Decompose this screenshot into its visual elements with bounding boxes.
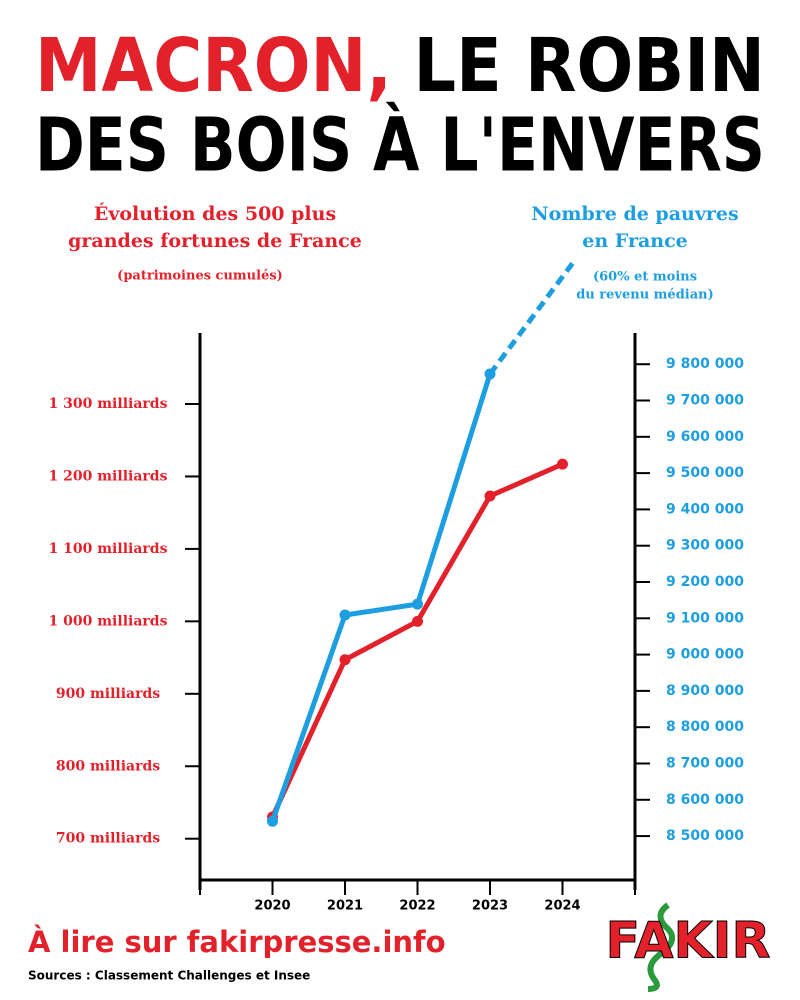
- point: [484, 490, 496, 502]
- x-tick-label: 2021: [327, 899, 363, 914]
- y-tick-label: 900 milliards: [56, 686, 160, 702]
- series-line: [270, 373, 493, 823]
- title-red: MACRON,: [35, 23, 392, 109]
- title-line: MACRON, LE ROBIN: [35, 23, 765, 109]
- y2-tick-label: 9 400 000: [666, 501, 744, 517]
- right-label: en France: [582, 230, 687, 252]
- y2-tick-label: 9 100 000: [666, 610, 744, 626]
- y-tick-label: 1 000 milliards: [49, 613, 168, 629]
- y2-tick-label: 9 000 000: [666, 647, 744, 663]
- x-tick-label: 2022: [399, 899, 435, 914]
- footer: À lire sur fakirpresse.info: [28, 925, 446, 959]
- y-tick-label: 1 300 milliards: [49, 396, 168, 412]
- y2-tick-label: 8 700 000: [666, 755, 744, 771]
- left-label: grandes fortunes de France: [68, 230, 362, 252]
- point: [339, 609, 351, 621]
- point: [267, 815, 278, 827]
- y2-tick-label: 9 500 000: [666, 465, 744, 481]
- y2-tick-label: 9 700 000: [666, 393, 744, 409]
- left-label: Évolution des 500 plus: [94, 202, 336, 225]
- right-note: (60% et moins: [593, 270, 697, 285]
- y2-tick-label: 9 800 000: [666, 356, 744, 372]
- projection: [487, 258, 578, 376]
- x-tick-label: 2023: [472, 899, 508, 914]
- y2-tick-label: 9 300 000: [666, 538, 744, 554]
- sources: Sources : Classement Challenges et Insee: [28, 969, 310, 983]
- series-line: [270, 461, 564, 819]
- logo: FAKIR: [606, 912, 771, 970]
- point: [412, 615, 423, 627]
- y2-tick-label: 8 600 000: [666, 792, 744, 808]
- y2-tick-label: 8 800 000: [666, 719, 744, 735]
- point: [557, 458, 568, 470]
- right-label: Nombre de pauvres: [531, 203, 738, 225]
- x-tick-label: 2020: [254, 899, 290, 914]
- right-note: du revenu médian): [576, 288, 714, 303]
- y-tick-label: 1 200 milliards: [49, 468, 168, 484]
- y2-tick-label: 8 900 000: [666, 683, 744, 699]
- y2-tick-label: 9 600 000: [666, 429, 744, 445]
- title-line: DES BOIS À L'ENVERS: [35, 101, 765, 189]
- y-tick-label: 800 milliards: [56, 758, 160, 774]
- title-black: LE ROBIN: [414, 23, 765, 109]
- logo-snake: [647, 902, 675, 992]
- y-tick-label: 700 milliards: [56, 831, 160, 847]
- y-tick-label: 1 100 milliards: [49, 541, 168, 557]
- y2-tick-label: 8 500 000: [666, 828, 744, 844]
- point: [412, 598, 423, 610]
- y2-tick-label: 9 200 000: [666, 574, 744, 590]
- left-note: (patrimoines cumulés): [117, 269, 283, 284]
- point: [339, 654, 351, 666]
- x-tick-label: 2024: [544, 899, 580, 914]
